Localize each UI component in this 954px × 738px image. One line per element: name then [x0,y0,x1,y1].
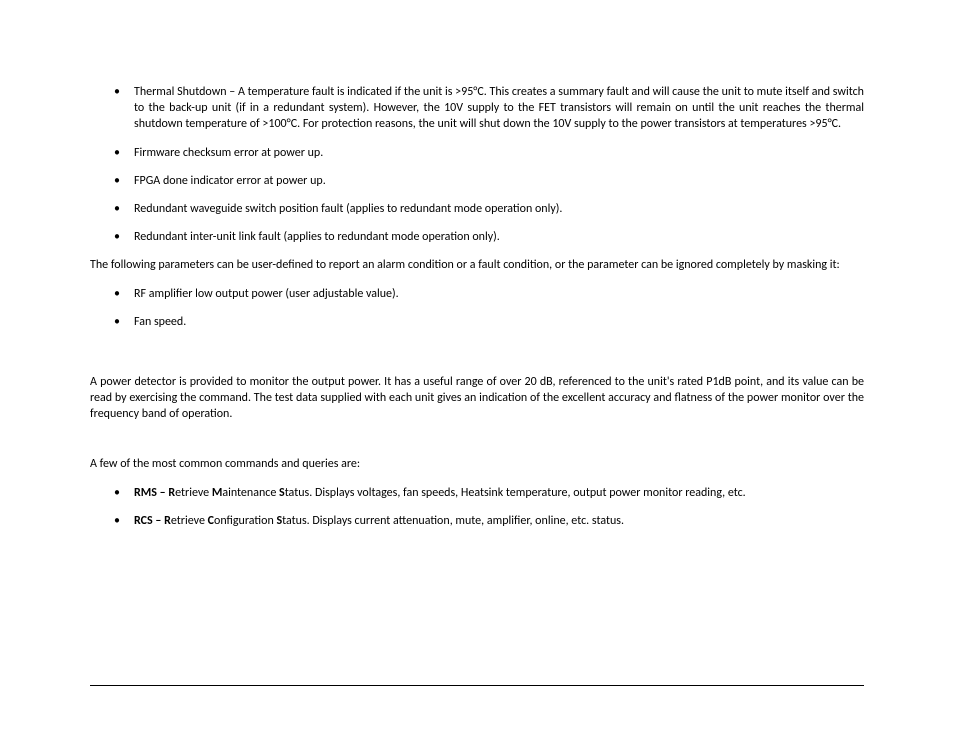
list-item: RF amplifier low output power (user adju… [114,286,864,302]
list-item: RMS – Retrieve Maintenance Status. Displ… [114,485,864,501]
user-defined-params-intro: The following parameters can be user-def… [90,257,864,273]
common-commands-intro: A few of the most common commands and qu… [90,456,864,472]
list-item: Thermal Shutdown – A temperature fault i… [114,84,864,133]
list-item: FPGA done indicator error at power up. [114,173,864,189]
list-item: RCS – Retrieve Configuration Status. Dis… [114,513,864,529]
list-item: Firmware checksum error at power up. [114,145,864,161]
list-item: Redundant waveguide switch position faul… [114,201,864,217]
footer-divider [90,685,864,686]
common-commands-list: RMS – Retrieve Maintenance Status. Displ… [90,485,864,529]
user-defined-params-list: RF amplifier low output power (user adju… [90,286,864,330]
document-page: Thermal Shutdown – A temperature fault i… [0,0,954,738]
fault-conditions-list: Thermal Shutdown – A temperature fault i… [90,84,864,245]
power-detector-paragraph: A power detector is provided to monitor … [90,374,864,423]
list-item: Fan speed. [114,314,864,330]
list-item: Redundant inter-unit link fault (applies… [114,229,864,245]
